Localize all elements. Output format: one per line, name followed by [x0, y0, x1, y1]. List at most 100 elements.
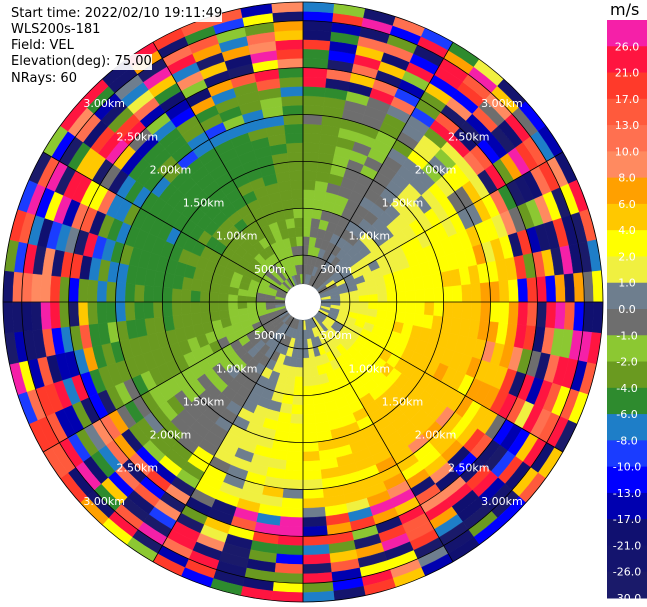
- range-ring-label: 2.00km: [415, 163, 457, 176]
- velocity-gate: [246, 301, 257, 309]
- colorbar-tick-label: 13.0: [615, 119, 640, 132]
- velocity-gate: [162, 301, 173, 317]
- range-ring-label: 500m: [254, 263, 286, 276]
- velocity-gate: [49, 275, 61, 303]
- colorbar-tick-label: -13.0: [613, 487, 641, 500]
- velocity-gate: [292, 385, 304, 396]
- range-ring-label: 500m: [320, 263, 352, 276]
- colorbar-swatch: [607, 151, 647, 179]
- instrument-label: WLS200s-181: [11, 22, 101, 38]
- velocity-gate: [143, 285, 155, 303]
- colorbar-swatch: [607, 335, 647, 363]
- velocity-gate: [302, 422, 317, 434]
- velocity-gate: [302, 208, 314, 219]
- velocity-gate: [396, 291, 407, 303]
- velocity-gate: [152, 301, 164, 318]
- velocity-gate: [278, 525, 304, 537]
- velocity-gate: [451, 285, 463, 303]
- velocity-gate: [526, 277, 538, 303]
- ray-spoke: [318, 151, 564, 294]
- velocity-gate: [284, 123, 304, 135]
- velocity-gate: [124, 283, 136, 303]
- velocity-gate: [368, 301, 379, 311]
- center-blind-zone: [285, 284, 321, 320]
- velocity-gate: [554, 301, 566, 330]
- velocity-gate: [180, 301, 192, 315]
- velocity-gate: [302, 562, 332, 575]
- velocity-gate: [302, 95, 325, 107]
- velocity-gate: [563, 301, 576, 331]
- velocity-gate: [282, 488, 304, 500]
- velocity-gate: [489, 301, 501, 323]
- velocity-gate: [190, 301, 201, 314]
- colorbar-swatch: [607, 125, 647, 152]
- velocity-gate: [285, 460, 304, 471]
- velocity-gate: [310, 375, 321, 387]
- velocity-gate: [340, 296, 351, 303]
- velocity-gate: [288, 432, 304, 443]
- range-ring-labels: 500m 500m 500m 500m 1.00km 1.00km 1.00km 1.00km…: [83, 97, 522, 508]
- velocity-gate: [302, 1, 335, 14]
- velocity-gate: [302, 450, 320, 462]
- velocity-gate: [68, 301, 80, 327]
- velocity-gate: [279, 516, 304, 528]
- velocity-gate: [573, 272, 585, 303]
- colorbar-tick-label: -4.0: [616, 382, 637, 395]
- velocity-gate: [274, 29, 304, 42]
- velocity-gate: [386, 291, 397, 303]
- velocity-gate: [21, 272, 33, 303]
- colorbar-swatch: [607, 309, 647, 336]
- velocity-gate: [87, 279, 99, 303]
- colorbar-swatch: [607, 361, 647, 389]
- range-ring-label: 1.00km: [349, 362, 391, 375]
- velocity-gate: [507, 279, 519, 303]
- velocity-gate: [591, 270, 604, 303]
- field-label: Field: VEL: [11, 38, 74, 54]
- velocity-gate: [302, 348, 310, 359]
- velocity-gate: [507, 301, 519, 325]
- colorbar-tick-label: 26.0: [615, 40, 640, 53]
- nrays-label: NRays: 60: [11, 71, 77, 87]
- velocity-gate: [290, 179, 304, 191]
- velocity-gate: [302, 339, 309, 350]
- velocity-gate: [294, 367, 304, 378]
- range-ring-label: 2.50km: [448, 130, 490, 143]
- velocity-gate: [479, 301, 491, 322]
- velocity-gate: [302, 460, 321, 471]
- velocity-gate: [302, 67, 328, 79]
- velocity-gate: [517, 301, 529, 326]
- colorbar-tick-label: -30.0: [613, 592, 641, 605]
- velocity-gate: [405, 290, 416, 303]
- velocity-gate: [302, 39, 331, 51]
- velocity-gate: [293, 217, 304, 228]
- velocity-gate: [545, 301, 557, 329]
- colorbar-swatch: [607, 466, 647, 494]
- velocity-gate: [273, 20, 304, 32]
- velocity-gate: [105, 281, 117, 303]
- velocity-gate: [302, 161, 318, 172]
- velocity-gate: [295, 236, 304, 247]
- velocity-gate: [134, 284, 145, 303]
- velocity-gate: [302, 525, 328, 537]
- velocity-gate: [302, 133, 321, 144]
- colorbar-swatch: [607, 203, 647, 231]
- velocity-gate: [286, 142, 304, 154]
- velocity-gate: [461, 301, 472, 320]
- velocity-gate: [30, 273, 43, 303]
- velocity-gate: [190, 290, 201, 303]
- velocity-gate: [285, 133, 304, 144]
- range-ring-label: 500m: [320, 329, 352, 342]
- velocity-gate: [302, 142, 320, 154]
- velocity-gate: [218, 301, 229, 312]
- velocity-gate: [302, 497, 325, 509]
- velocity-gate: [302, 553, 331, 565]
- velocity-gate: [302, 48, 330, 60]
- velocity-gate: [302, 367, 312, 378]
- colorbar-unit-label: m/s: [610, 0, 647, 19]
- velocity-gate: [68, 277, 80, 303]
- velocity-gate: [287, 441, 304, 453]
- velocity-gate: [291, 404, 304, 415]
- range-ring-label: 2.50km: [116, 462, 158, 475]
- ray-spokes: [3, 2, 603, 602]
- velocity-gate: [77, 301, 89, 326]
